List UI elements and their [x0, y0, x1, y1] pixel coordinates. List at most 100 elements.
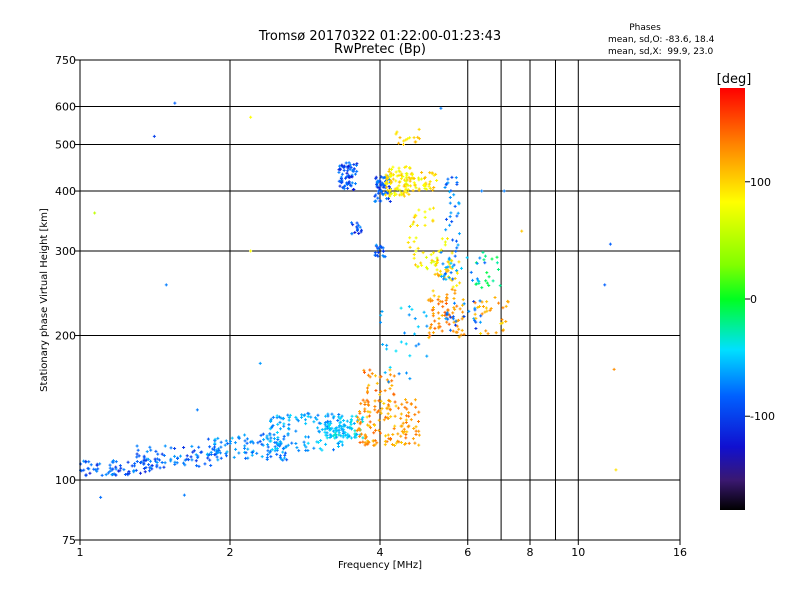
data-point: [397, 372, 401, 376]
data-point: [160, 460, 164, 464]
data-point: [386, 403, 390, 407]
data-point: [436, 298, 440, 302]
data-point: [283, 451, 287, 455]
data-point: [445, 237, 449, 241]
data-point: [283, 453, 287, 457]
data-point: [399, 424, 403, 428]
data-point: [450, 251, 454, 255]
data-point: [303, 443, 307, 447]
data-point: [144, 466, 148, 470]
data-point: [406, 425, 410, 429]
data-point: [282, 424, 286, 428]
data-point: [397, 184, 401, 188]
data-point: [224, 452, 228, 456]
data-point: [365, 398, 369, 402]
colorbar-tick-label: 100: [750, 176, 771, 189]
data-point: [408, 354, 412, 358]
data-point: [378, 245, 382, 249]
data-point: [279, 442, 283, 446]
data-point: [104, 473, 108, 477]
data-point: [250, 439, 254, 443]
data-point: [443, 186, 447, 190]
data-point: [433, 326, 437, 330]
data-point: [446, 177, 450, 181]
data-point: [331, 416, 335, 420]
data-point: [495, 261, 499, 265]
data-point: [391, 177, 395, 181]
data-point: [377, 418, 381, 422]
data-point: [390, 384, 394, 388]
data-point: [414, 425, 418, 429]
data-point: [363, 434, 367, 438]
data-point: [312, 446, 316, 450]
data-point: [451, 285, 455, 289]
data-point: [378, 375, 382, 379]
data-point: [411, 189, 415, 193]
data-point: [379, 190, 383, 194]
data-point: [317, 421, 321, 425]
data-point: [416, 246, 420, 250]
data-point: [259, 433, 263, 437]
data-point: [323, 422, 327, 426]
data-point: [393, 443, 397, 447]
data-point: [444, 217, 448, 221]
data-point: [337, 428, 341, 432]
data-point: [450, 287, 454, 291]
data-point: [203, 462, 207, 466]
data-point: [409, 184, 413, 188]
data-point: [445, 311, 449, 315]
data-point: [480, 286, 484, 290]
data-point: [307, 435, 311, 439]
data-point: [462, 314, 466, 318]
data-point: [366, 410, 370, 414]
data-point: [132, 469, 136, 473]
data-point: [444, 302, 448, 306]
data-point: [276, 436, 280, 440]
data-point: [143, 470, 147, 474]
data-point: [455, 269, 459, 272]
data-point: [313, 416, 317, 420]
data-point: [379, 411, 383, 415]
data-point: [445, 320, 449, 324]
data-point: [383, 434, 387, 438]
data-point: [452, 320, 456, 324]
data-point: [110, 468, 114, 472]
data-point: [162, 465, 166, 469]
data-point: [421, 251, 425, 255]
data-point: [368, 375, 372, 379]
data-point: [272, 433, 276, 437]
data-point: [287, 415, 291, 419]
data-point: [455, 324, 459, 328]
data-point: [150, 464, 154, 468]
data-point: [349, 165, 353, 169]
data-point: [423, 182, 427, 186]
data-point: [197, 445, 201, 449]
data-point: [88, 471, 92, 475]
data-point: [282, 434, 286, 438]
data-point: [352, 167, 356, 171]
data-point: [451, 277, 455, 281]
data-point: [425, 354, 429, 358]
data-point: [389, 182, 393, 186]
data-point: [412, 240, 416, 244]
data-point: [454, 239, 458, 243]
data-point: [269, 449, 273, 453]
data-point: [439, 250, 443, 254]
data-point: [108, 463, 112, 467]
data-point: [250, 453, 254, 457]
data-point: [139, 460, 143, 464]
data-point: [444, 298, 448, 302]
data-point: [385, 190, 389, 194]
data-point: [353, 172, 357, 176]
x-tick-label: 10: [571, 546, 585, 559]
data-point: [304, 422, 308, 426]
data-point: [404, 172, 408, 176]
data-point: [243, 444, 247, 448]
data-point: [136, 448, 140, 452]
data-point: [96, 467, 100, 471]
data-point: [375, 381, 379, 385]
data-point: [383, 255, 387, 259]
data-point: [183, 458, 187, 462]
data-point: [377, 399, 381, 403]
data-point: [504, 319, 508, 323]
